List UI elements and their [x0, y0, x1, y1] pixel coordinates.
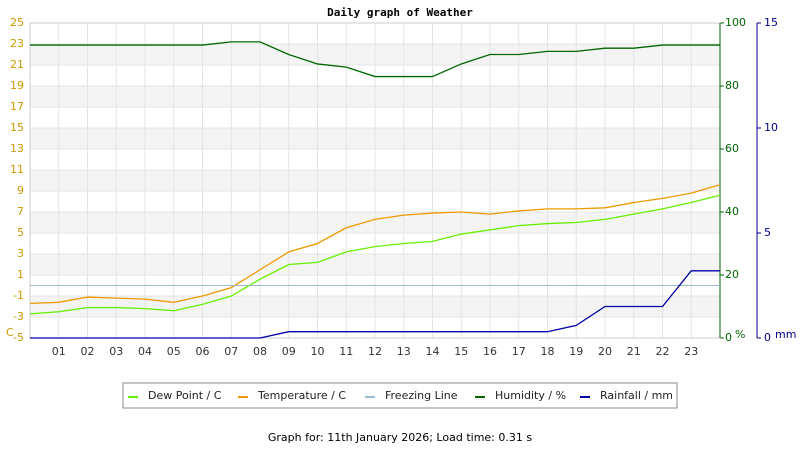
legend-label: Rainfall / mm	[600, 389, 673, 402]
x-tick-label: 08	[253, 345, 267, 358]
y-tick-label: -5	[13, 331, 24, 344]
y2-unit: %	[735, 328, 745, 341]
x-tick-label: 14	[426, 345, 440, 358]
chart-title: Daily graph of Weather	[327, 6, 473, 19]
y-tick-label: 25	[10, 16, 24, 29]
x-tick-label: 09	[282, 345, 296, 358]
legend-box	[122, 382, 678, 409]
y2-tick-label: 40	[725, 205, 739, 218]
y3-tick-label: 0	[764, 331, 771, 344]
y-tick-label: 15	[10, 121, 24, 134]
x-tick-label: 03	[109, 345, 123, 358]
x-tick-label: 10	[311, 345, 325, 358]
x-tick-label: 18	[541, 345, 555, 358]
legend-label: Freezing Line	[385, 389, 458, 402]
y-tick-label: 13	[10, 142, 24, 155]
x-tick-label: 13	[397, 345, 411, 358]
legend-label: Dew Point / C	[148, 389, 222, 402]
x-tick-label: 02	[81, 345, 95, 358]
y-tick-label: 9	[17, 184, 24, 197]
y-tick-label: 11	[10, 163, 24, 176]
y2-tick-label: 80	[725, 79, 739, 92]
y2-tick-label: 100	[725, 16, 746, 29]
y3-tick-label: 10	[764, 121, 778, 134]
y-tick-label: 1	[17, 268, 24, 281]
y2-tick-label: 0	[725, 331, 732, 344]
x-tick-label: 17	[512, 345, 526, 358]
x-tick-label: 19	[569, 345, 583, 358]
y-tick-label: -1	[13, 289, 24, 302]
y-tick-label: 5	[17, 226, 24, 239]
y-tick-label: 7	[17, 205, 24, 218]
y-tick-label: 19	[10, 79, 24, 92]
x-tick-label: 07	[224, 345, 238, 358]
x-tick-label: 15	[454, 345, 468, 358]
x-tick-label: 06	[196, 345, 210, 358]
footer: Graph for: 11th January 2026; Load time:…	[268, 431, 532, 444]
y2-tick-label: 60	[725, 142, 739, 155]
y-tick-label: -3	[13, 310, 24, 323]
y3-unit: mm	[775, 328, 796, 341]
x-tick-label: 21	[627, 345, 641, 358]
x-tick-label: 11	[339, 345, 353, 358]
y-tick-label: 21	[10, 58, 24, 71]
y3-tick-label: 5	[764, 226, 771, 239]
x-tick-label: 22	[656, 345, 670, 358]
series-line	[29, 184, 721, 304]
x-tick-label: 20	[598, 345, 612, 358]
y-unit: C	[6, 326, 14, 339]
series-line	[30, 270, 720, 339]
x-tick-label: 16	[483, 345, 497, 358]
x-tick-label: 12	[368, 345, 382, 358]
x-tick-label: 05	[167, 345, 181, 358]
y-tick-label: 17	[10, 100, 24, 113]
series-line	[29, 194, 721, 315]
series-line	[30, 41, 720, 78]
legend-label: Temperature / C	[257, 389, 346, 402]
y-tick-label: 23	[10, 37, 24, 50]
legend-label: Humidity / %	[495, 389, 566, 402]
x-tick-label: 01	[52, 345, 66, 358]
y-tick-label: 3	[17, 247, 24, 260]
y3-tick-label: 15	[764, 16, 778, 29]
y2-tick-label: 20	[725, 268, 739, 281]
x-tick-label: 04	[138, 345, 152, 358]
x-tick-label: 23	[684, 345, 698, 358]
